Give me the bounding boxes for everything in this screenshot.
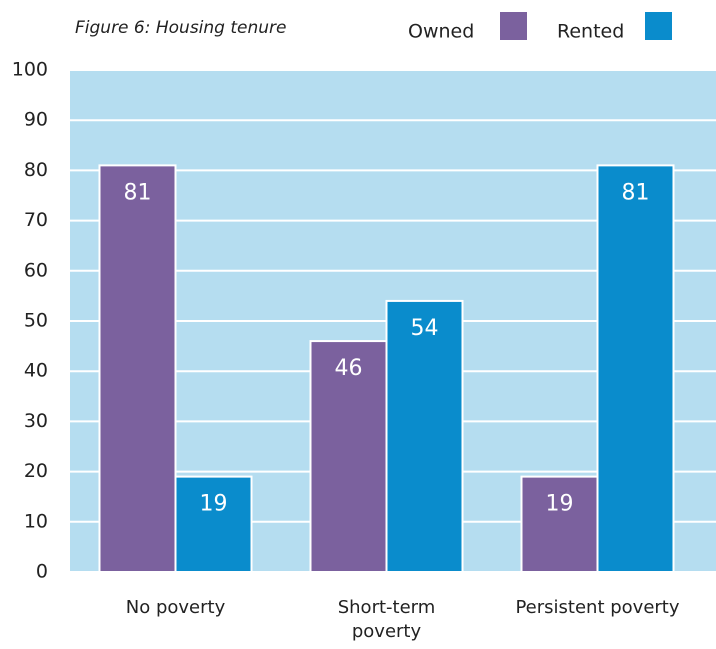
bar (520, 475, 599, 573)
legend-label: Owned (408, 21, 474, 43)
y-tick-label: 70 (24, 209, 48, 231)
value-label: 81 (622, 180, 650, 205)
bar (98, 164, 177, 573)
bar (596, 164, 675, 573)
value-label: 54 (411, 316, 439, 341)
y-tick-label: 0 (36, 561, 48, 583)
x-tick-label: Persistent poverty (515, 597, 680, 618)
y-tick-label: 30 (24, 410, 48, 432)
value-label: 19 (200, 492, 228, 517)
value-label: 81 (124, 180, 152, 205)
y-tick-label: 40 (24, 360, 48, 382)
value-label: 19 (546, 492, 574, 517)
chart-title: Figure 6: Housing tenure (75, 18, 287, 38)
y-tick-label: 100 (12, 59, 48, 81)
y-tick-label: 10 (24, 510, 48, 532)
y-tick-label: 90 (24, 109, 48, 131)
legend-label: Rented (557, 21, 624, 43)
legend-swatch (500, 12, 527, 40)
x-tick-label: No poverty (125, 597, 226, 618)
bar (385, 299, 464, 573)
legend-swatch (645, 12, 672, 40)
y-tick-label: 60 (24, 259, 48, 281)
bar (174, 475, 253, 573)
y-tick-label: 80 (24, 159, 48, 181)
value-label: 46 (335, 356, 363, 381)
y-tick-label: 20 (24, 460, 48, 482)
y-tick-label: 50 (24, 310, 48, 332)
x-tick-label: Short-term poverty (337, 597, 436, 642)
